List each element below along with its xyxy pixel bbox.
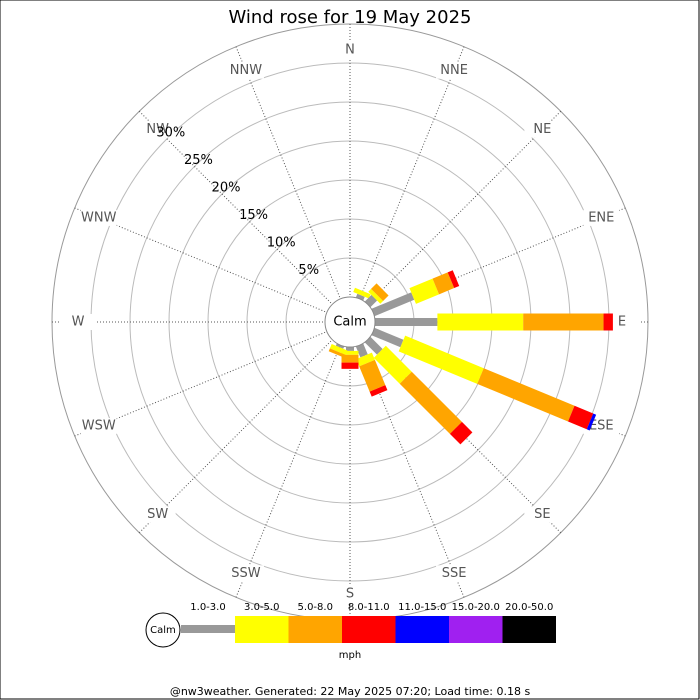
bar-segment [329,344,348,355]
bar-segment [447,270,460,289]
bar-segment [409,278,440,304]
legend-swatch [502,616,556,643]
legend-calm-label: Calm [150,625,176,636]
footer: @nw3weather. Generated: 22 May 2025 07:2… [170,685,531,698]
bar-segment [586,413,597,431]
label-bg [524,121,561,138]
label-bg [604,314,640,330]
bar-segment [369,385,388,397]
bar-segment [374,318,438,326]
bar-segment [355,293,365,301]
direction-label: SE [534,507,550,522]
bar-segment [356,352,375,367]
direction-label: SW [147,507,168,522]
direction-label: ESE [589,419,614,434]
bar-segment [355,343,368,358]
bar-segment [449,421,473,445]
legend-swatch [449,616,503,643]
calm-circle [324,296,376,348]
bar-segment [523,313,604,331]
r-tick-label: 5% [298,263,319,278]
label-bg [332,42,368,58]
bar-segment [437,313,524,331]
bar-segment [346,347,354,351]
direction-label: ENE [588,210,614,225]
bar-segment [364,336,383,355]
label-bg [227,62,264,79]
label-bg [436,62,473,79]
bar-segment [398,335,484,384]
legend-label: 15.0-20.0 [452,602,500,613]
legend-swatch [288,616,342,643]
r-tick-label: 20% [212,181,241,196]
rose: N NNE NE ENE E ESE SE SSE S SSW SW WSW W WNW NW NNW 5%10… [51,23,649,621]
label-bg [139,506,176,523]
legend-label: 11.0-15.0 [398,602,446,613]
direction-label: NE [533,122,551,137]
label-bg [139,121,176,138]
bar-segment [603,313,613,331]
bar-segment [477,368,575,422]
legend-calm [145,612,181,648]
r-tick-label: 15% [239,208,268,223]
bar-segment [335,343,345,349]
label-bg [60,314,96,330]
direction-label: SSE [442,566,467,581]
legend: Calm 1.0-3.0 3.0-5.0 5.0-8.0 8.0-11.0 11.0-15… [145,602,556,661]
bar-segment [341,354,359,363]
label-bg [332,586,368,602]
label-bg [436,565,473,582]
direction-label: NNW [230,63,262,78]
legend-label: 5.0-8.0 [298,602,333,613]
legend-swatch [235,616,289,643]
r-tick-label: 30% [156,125,185,140]
label-bg [80,209,117,226]
bar-segment [371,283,389,301]
bar-segment [359,359,386,392]
legend-label: 3.0-5.0 [244,602,279,613]
direction-label: N [345,43,355,58]
direction-label: E [618,315,626,330]
direction-label: W [72,315,85,330]
direction-label: WSW [82,419,116,434]
label-bg [583,209,620,226]
bar-segment [371,292,415,317]
bar-segment [328,348,346,358]
legend-swatch [395,616,449,643]
bar-segment [568,405,594,430]
bar-segment [399,371,462,434]
bar-segment [432,272,455,295]
bar-segment [373,345,412,384]
bar-segment [371,327,404,348]
calm-label: Calm [333,315,366,330]
direction-label: NW [146,122,169,137]
bar-segment [341,350,359,355]
r-tick-label: 10% [267,236,296,251]
legend-units: mph [339,650,361,661]
r-tick-label: 25% [184,153,213,168]
direction-label: S [346,587,354,602]
bar-segment [341,362,359,369]
legend-swatch [181,625,235,633]
label-bg [524,506,561,523]
bar-segment [368,288,384,304]
chart-title: Wind rose for 19 May 2025 [229,7,472,28]
legend-label: 8.0-11.0 [348,602,390,613]
direction-label: NNE [440,63,468,78]
bar-segment [353,287,371,299]
direction-label: WNW [81,210,117,225]
legend-label: 20.0-50.0 [505,602,553,613]
label-bg [227,565,264,582]
legend-swatch [342,616,396,643]
direction-label: SSW [231,566,261,581]
legend-label: 1.0-3.0 [190,602,225,613]
label-bg [80,418,117,435]
